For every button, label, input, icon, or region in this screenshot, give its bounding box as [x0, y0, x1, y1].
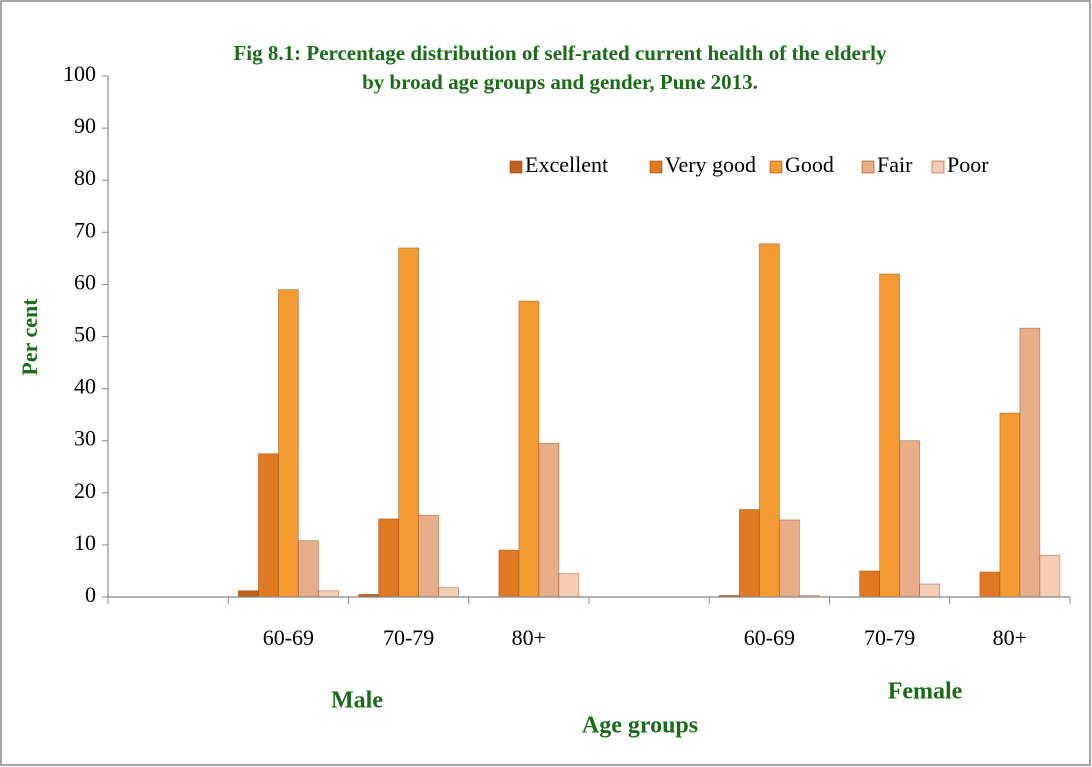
y-tick-label: 70: [74, 217, 96, 242]
y-tick-label: 30: [74, 426, 96, 451]
legend-swatch: [931, 160, 945, 174]
y-tick-label: 20: [74, 478, 96, 503]
x-tick-label: 80+: [512, 625, 546, 650]
legend-label: Good: [785, 152, 834, 177]
y-tick-label: 50: [74, 322, 96, 347]
bar: [919, 583, 941, 598]
group-label: Female: [888, 679, 963, 705]
legend-swatch: [861, 160, 875, 174]
legend-label: Poor: [947, 152, 989, 177]
y-tick-label: 0: [85, 582, 96, 607]
x-tick-label: 80+: [993, 625, 1027, 650]
bar: [418, 514, 440, 598]
x-axis-label: Age groups: [582, 713, 698, 739]
bar: [999, 412, 1021, 598]
bar: [778, 519, 800, 598]
bar: [518, 300, 540, 598]
x-tick-label: 70-79: [864, 625, 915, 650]
y-tick-label: 40: [74, 374, 96, 399]
x-tick-label: 70-79: [383, 625, 434, 650]
bar: [297, 540, 319, 598]
bar: [498, 549, 520, 598]
y-axis-label: Per cent: [17, 298, 42, 376]
chart-title: by broad age groups and gender, Pune 201…: [362, 70, 758, 94]
y-tick-label: 90: [74, 113, 96, 138]
y-tick-label: 100: [63, 61, 96, 86]
y-tick-label: 10: [74, 530, 96, 555]
bar: [317, 590, 339, 598]
legend-swatch: [509, 160, 523, 174]
group-label: Male: [331, 688, 383, 714]
bar: [1019, 327, 1041, 598]
x-tick-label: 60-69: [744, 625, 795, 650]
legend-label: Fair: [877, 152, 913, 177]
y-tick-label: 80: [74, 165, 96, 190]
bar: [758, 243, 780, 598]
bar: [398, 247, 420, 598]
bar: [859, 570, 881, 598]
y-tick-label: 60: [74, 269, 96, 294]
legend-label: Excellent: [525, 152, 608, 177]
bar: [979, 571, 1001, 598]
bar: [738, 509, 760, 598]
bar: [438, 587, 460, 598]
bar: [378, 518, 400, 598]
bar: [257, 453, 279, 598]
legend-label: Very good: [665, 152, 756, 177]
legend-swatch: [769, 160, 783, 174]
x-tick-label: 60-69: [263, 625, 314, 650]
bar: [899, 440, 921, 598]
bar: [558, 573, 580, 598]
legend-swatch: [649, 160, 663, 174]
bar: [277, 289, 299, 598]
bar: [237, 590, 259, 598]
bar: [538, 442, 560, 598]
chart-title: Fig 8.1: Percentage distribution of self…: [233, 41, 887, 65]
bar: [879, 273, 901, 598]
bar: [1039, 554, 1061, 598]
